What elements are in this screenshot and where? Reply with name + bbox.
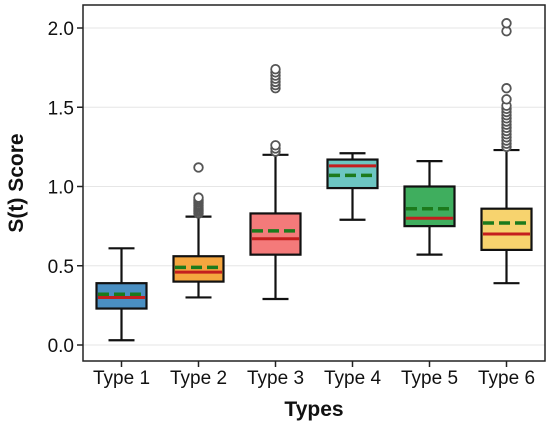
y-tick-label-3: 1.5 xyxy=(48,98,74,119)
outlier-point xyxy=(270,64,281,75)
x-tick-label-3: Type 4 xyxy=(324,368,381,389)
outlier-point xyxy=(501,83,512,94)
plot-frame xyxy=(82,4,546,362)
box-4 xyxy=(326,152,379,221)
box-1 xyxy=(95,247,148,342)
x-tick-label-2: Type 3 xyxy=(247,368,304,389)
box-3 xyxy=(249,64,302,301)
box-iqr xyxy=(403,185,456,228)
y-tick-label-0: 0.0 xyxy=(48,336,74,357)
y-tick-label-1: 0.5 xyxy=(48,257,74,278)
outlier-point xyxy=(193,162,204,173)
outlier-point xyxy=(193,192,204,203)
box-2 xyxy=(172,162,225,299)
outlier-point xyxy=(501,18,512,29)
outlier-point xyxy=(501,94,512,105)
y-axis: 0.0 0.5 1.0 1.5 2.0 xyxy=(48,19,83,357)
y-tick-label-2: 1.0 xyxy=(48,178,74,199)
x-axis: Type 1 Type 2 Type 3 Type 4 Type 5 Type 6 xyxy=(93,361,535,389)
x-tick-label-1: Type 2 xyxy=(170,368,227,389)
x-tick-label-5: Type 6 xyxy=(478,368,535,389)
grid-lines xyxy=(83,27,545,346)
x-tick-label-0: Type 1 xyxy=(93,368,150,389)
x-axis-title: Types xyxy=(284,398,343,421)
box-6 xyxy=(480,18,533,285)
box-5 xyxy=(403,160,456,256)
y-axis-title: S(t) Score xyxy=(5,133,28,232)
x-tick-label-4: Type 5 xyxy=(401,368,458,389)
y-tick-label-4: 2.0 xyxy=(48,19,74,40)
box-series xyxy=(95,18,533,342)
box-iqr xyxy=(480,207,533,252)
outlier-point xyxy=(270,140,281,151)
box-iqr xyxy=(249,212,302,256)
